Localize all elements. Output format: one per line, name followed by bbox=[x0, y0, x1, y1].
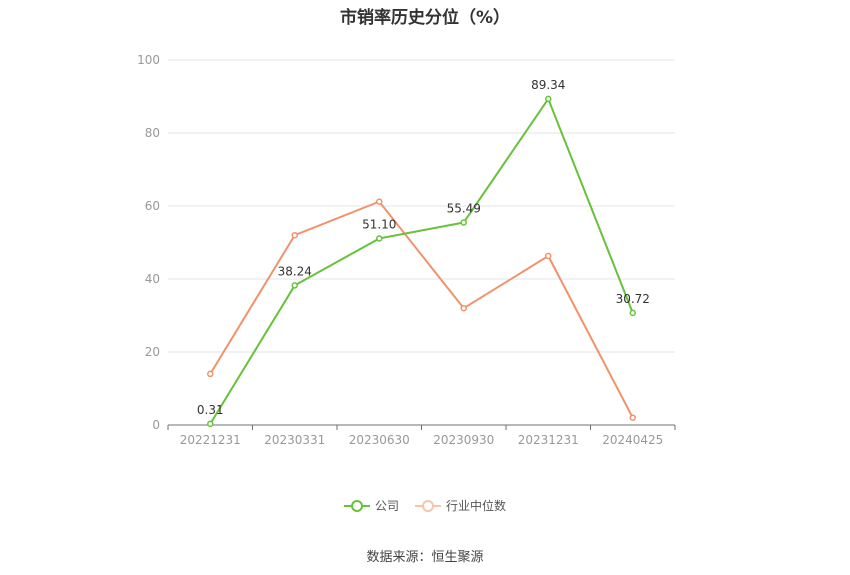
y-tick-label: 20 bbox=[145, 345, 160, 359]
x-tick-label: 20230930 bbox=[433, 433, 494, 447]
chart-title: 市销率历史分位（%） bbox=[339, 8, 511, 28]
data-label-company: 38.24 bbox=[278, 264, 312, 278]
data-point-company bbox=[376, 235, 383, 242]
series-points bbox=[207, 95, 636, 428]
data-labels: 0.31 38.24 51.10 55.49 89.34 30.72 bbox=[197, 78, 650, 417]
legend-swatch-industry-median bbox=[415, 499, 441, 513]
x-tick-label: 20231231 bbox=[518, 433, 579, 447]
y-tick-label: 40 bbox=[145, 272, 160, 286]
x-tick-label: 20230630 bbox=[349, 433, 410, 447]
legend-item-industry-median[interactable]: 行业中位数 bbox=[415, 497, 506, 514]
data-point-industry-median bbox=[545, 252, 552, 260]
data-point-company bbox=[207, 420, 214, 428]
data-point-industry-median bbox=[460, 304, 467, 312]
legend-label-industry-median: 行业中位数 bbox=[446, 499, 507, 513]
data-label-company: 55.49 bbox=[447, 201, 481, 215]
series-lines bbox=[209, 97, 634, 425]
data-point-company bbox=[291, 282, 298, 289]
data-point-company bbox=[545, 95, 552, 103]
data-point-company bbox=[629, 309, 636, 317]
y-tick-label: 0 bbox=[152, 418, 160, 432]
y-tick-label: 80 bbox=[145, 126, 160, 140]
data-point-industry-median bbox=[207, 370, 214, 378]
y-tick-label: 60 bbox=[145, 199, 160, 213]
y-tick-label: 100 bbox=[137, 53, 160, 67]
data-point-company bbox=[460, 219, 467, 226]
legend: 公司 行业中位数 bbox=[0, 497, 850, 514]
series-line-company bbox=[209, 97, 634, 425]
x-tick-label: 20230331 bbox=[264, 433, 325, 447]
data-point-industry-median bbox=[376, 198, 383, 205]
x-tick-label: 20221231 bbox=[180, 433, 241, 447]
legend-item-company[interactable]: 公司 bbox=[343, 497, 399, 514]
legend-label-company: 公司 bbox=[374, 499, 399, 513]
data-label-company: 30.72 bbox=[616, 292, 650, 306]
series-line-industry-median bbox=[209, 200, 634, 419]
data-label-company: 0.31 bbox=[197, 403, 224, 417]
x-tick-label: 20240425 bbox=[602, 433, 663, 447]
data-point-industry-median bbox=[629, 414, 636, 421]
axes: 0 20 40 60 80 100 20221231 20230331 20230630 2023… bbox=[137, 53, 676, 447]
legend-swatch-company bbox=[343, 499, 370, 513]
data-label-company: 89.34 bbox=[531, 78, 565, 92]
data-label-company: 51.10 bbox=[362, 217, 396, 231]
source-note: 数据来源：恒生聚源 bbox=[366, 550, 484, 565]
gridlines bbox=[168, 59, 675, 353]
data-point-industry-median bbox=[291, 231, 298, 239]
